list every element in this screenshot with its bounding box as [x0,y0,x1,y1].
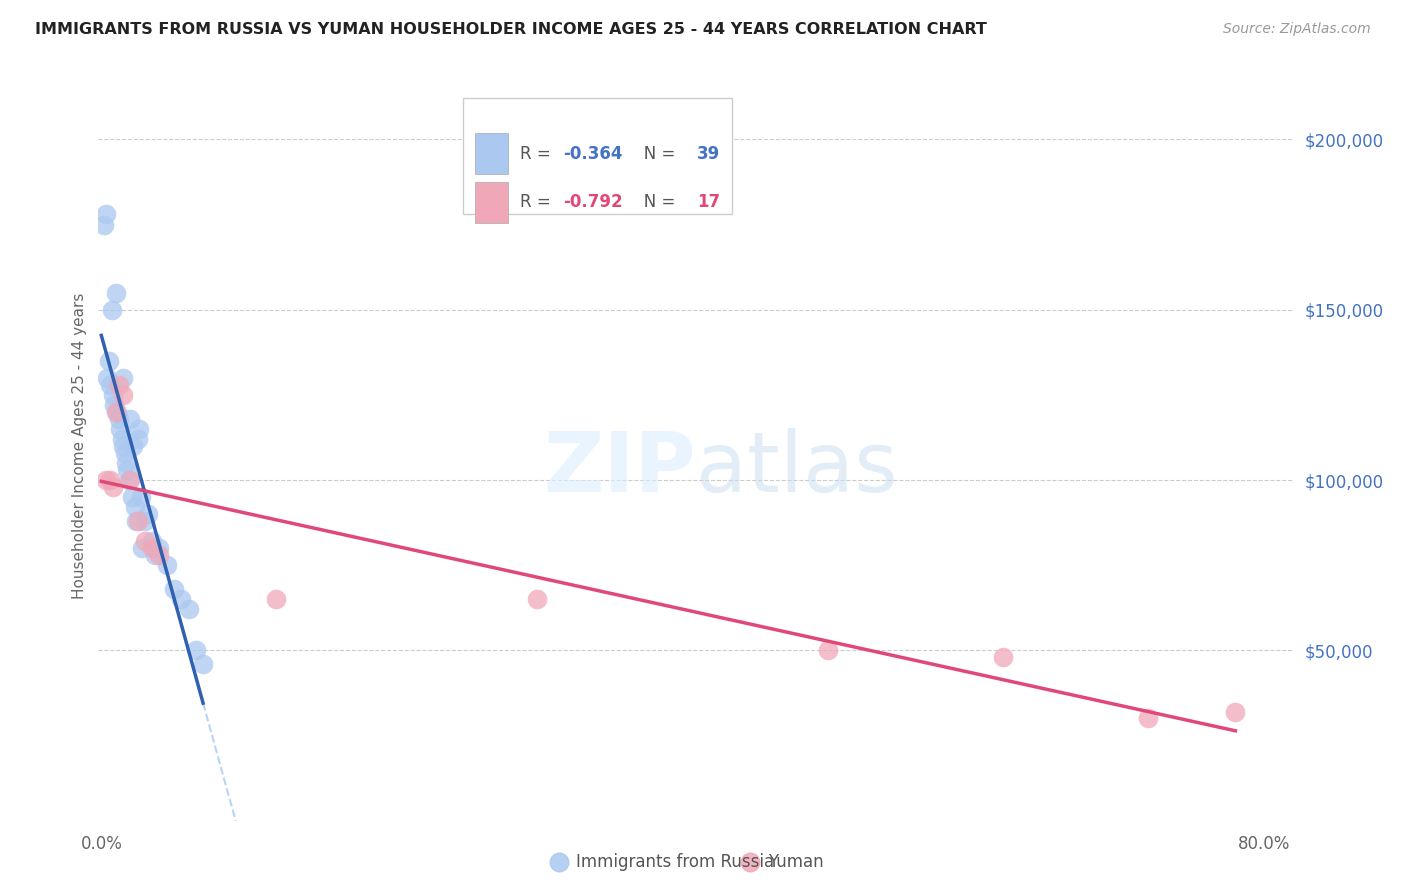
Text: N =: N = [628,145,681,162]
Text: IMMIGRANTS FROM RUSSIA VS YUMAN HOUSEHOLDER INCOME AGES 25 - 44 YEARS CORRELATIO: IMMIGRANTS FROM RUSSIA VS YUMAN HOUSEHOL… [35,22,987,37]
Point [156,558,179,573]
Point [112,371,135,385]
Point [1137,711,1160,725]
Point [134,534,156,549]
Point [114,446,136,460]
Text: 39: 39 [697,145,720,162]
Point [98,377,121,392]
Point [118,473,141,487]
Bar [475,182,509,223]
Y-axis label: Householder Income Ages 25 - 44 years: Householder Income Ages 25 - 44 years [72,293,87,599]
Point [122,439,145,453]
Text: Immigrants from Russia: Immigrants from Russia [576,853,775,871]
Point [100,302,122,317]
Point [184,643,207,657]
Point [111,432,134,446]
Point [112,388,135,402]
Point [107,377,129,392]
Point [177,602,200,616]
Point [101,480,124,494]
Point [883,814,905,828]
Point [141,534,163,549]
Text: atlas: atlas [696,428,897,509]
Text: ZIP: ZIP [544,428,696,509]
Point [104,405,127,419]
Text: R =: R = [520,145,557,162]
Point [650,814,672,828]
Text: -0.792: -0.792 [564,194,623,211]
Point [191,657,214,671]
FancyBboxPatch shape [463,97,733,214]
Point [125,514,148,528]
Point [128,422,150,436]
Point [98,473,121,487]
Point [148,548,170,562]
Point [93,218,115,232]
Point [103,398,125,412]
Point [120,411,142,425]
Point [141,541,163,556]
Point [131,541,153,556]
Point [163,582,186,596]
Point [1225,705,1247,719]
Text: N =: N = [628,194,681,211]
Text: R =: R = [520,194,557,211]
Point [120,473,142,487]
Point [97,354,120,368]
Point [112,439,135,453]
Text: Source: ZipAtlas.com: Source: ZipAtlas.com [1223,22,1371,37]
Point [991,650,1014,665]
Point [117,463,139,477]
Point [101,388,124,402]
Point [134,514,156,528]
Point [127,432,149,446]
Bar [475,133,509,175]
Point [136,507,159,521]
Point [170,592,193,607]
Point [94,207,117,221]
Point [104,285,127,300]
Text: Yuman: Yuman [768,853,824,871]
Point [817,643,839,657]
Point [526,592,548,607]
Point [143,548,166,562]
Point [121,490,143,504]
Point [105,405,128,419]
Point [115,456,138,470]
Point [110,422,132,436]
Point [94,473,117,487]
Point [148,541,170,556]
Point [129,490,152,504]
Point [107,411,129,425]
Point [124,500,146,515]
Point [127,514,149,528]
Point [264,592,287,607]
Point [96,371,118,385]
Text: 17: 17 [697,194,720,211]
Text: -0.364: -0.364 [564,145,623,162]
